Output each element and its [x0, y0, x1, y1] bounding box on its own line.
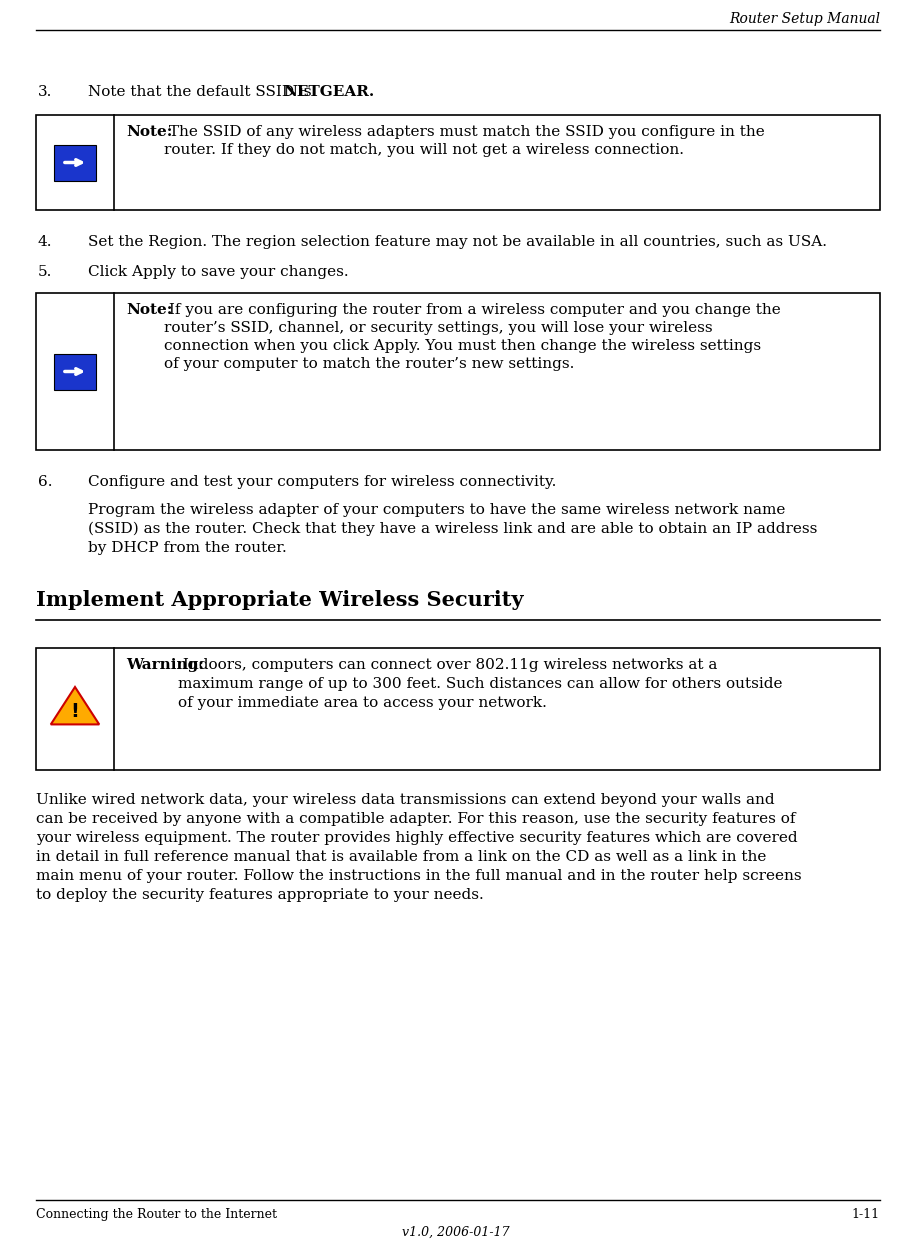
Text: Set the Region. The region selection feature may not be available in all countri: Set the Region. The region selection fea…	[88, 235, 827, 249]
Text: Warning:: Warning:	[126, 658, 204, 672]
Text: Note that the default SSID is: Note that the default SSID is	[88, 85, 316, 98]
Text: of your immediate area to access your network.: of your immediate area to access your ne…	[178, 697, 547, 710]
Text: Router Setup Manual: Router Setup Manual	[729, 12, 880, 26]
Text: Implement Appropriate Wireless Security: Implement Appropriate Wireless Security	[36, 591, 524, 611]
Text: 1-11: 1-11	[852, 1209, 880, 1221]
Text: Configure and test your computers for wireless connectivity.: Configure and test your computers for wi…	[88, 475, 557, 488]
Bar	[54, 145, 96, 181]
Text: Program the wireless adapter of your computers to have the same wireless network: Program the wireless adapter of your com…	[88, 503, 785, 517]
Text: 5.: 5.	[38, 265, 52, 279]
Text: in detail in full reference manual that is available from a link on the CD as we: in detail in full reference manual that …	[36, 850, 766, 863]
Polygon shape	[51, 687, 99, 724]
Text: of your computer to match the router’s new settings.: of your computer to match the router’s n…	[164, 358, 574, 371]
Bar	[54, 354, 96, 390]
Text: Indoors, computers can connect over 802.11g wireless networks at a: Indoors, computers can connect over 802.…	[178, 658, 717, 672]
Text: If you are configuring the router from a wireless computer and you change the: If you are configuring the router from a…	[164, 303, 781, 316]
Text: 3.: 3.	[38, 85, 52, 98]
Text: NETGEAR.: NETGEAR.	[283, 85, 374, 98]
Bar	[36, 115, 880, 211]
Text: v1.0, 2006-01-17: v1.0, 2006-01-17	[402, 1226, 509, 1239]
Bar	[36, 648, 880, 770]
Text: router’s SSID, channel, or security settings, you will lose your wireless: router’s SSID, channel, or security sett…	[164, 321, 712, 335]
Text: !: !	[70, 701, 79, 720]
Text: main menu of your router. Follow the instructions in the full manual and in the : main menu of your router. Follow the ins…	[36, 868, 802, 883]
Text: connection when you click Apply. You must then change the wireless settings: connection when you click Apply. You mus…	[164, 339, 761, 353]
Text: router. If they do not match, you will not get a wireless connection.: router. If they do not match, you will n…	[164, 143, 684, 157]
Text: Unlike wired network data, your wireless data transmissions can extend beyond yo: Unlike wired network data, your wireless…	[36, 792, 774, 807]
Text: Note:: Note:	[126, 303, 172, 316]
Text: by DHCP from the router.: by DHCP from the router.	[88, 541, 287, 554]
Text: 4.: 4.	[38, 235, 53, 249]
Text: Note:: Note:	[126, 125, 172, 140]
Text: 6.: 6.	[38, 475, 53, 488]
Text: to deploy the security features appropriate to your needs.: to deploy the security features appropri…	[36, 888, 484, 902]
Text: The SSID of any wireless adapters must match the SSID you configure in the: The SSID of any wireless adapters must m…	[164, 125, 764, 140]
Text: Connecting the Router to the Internet: Connecting the Router to the Internet	[36, 1209, 277, 1221]
Text: your wireless equipment. The router provides highly effective security features : your wireless equipment. The router prov…	[36, 831, 798, 845]
Text: can be received by anyone with a compatible adapter. For this reason, use the se: can be received by anyone with a compati…	[36, 812, 795, 826]
Bar	[36, 293, 880, 450]
Text: (SSID) as the router. Check that they have a wireless link and are able to obtai: (SSID) as the router. Check that they ha…	[88, 522, 817, 536]
Text: Click Apply to save your changes.: Click Apply to save your changes.	[88, 265, 349, 279]
Text: maximum range of up to 300 feet. Such distances can allow for others outside: maximum range of up to 300 feet. Such di…	[178, 677, 783, 692]
